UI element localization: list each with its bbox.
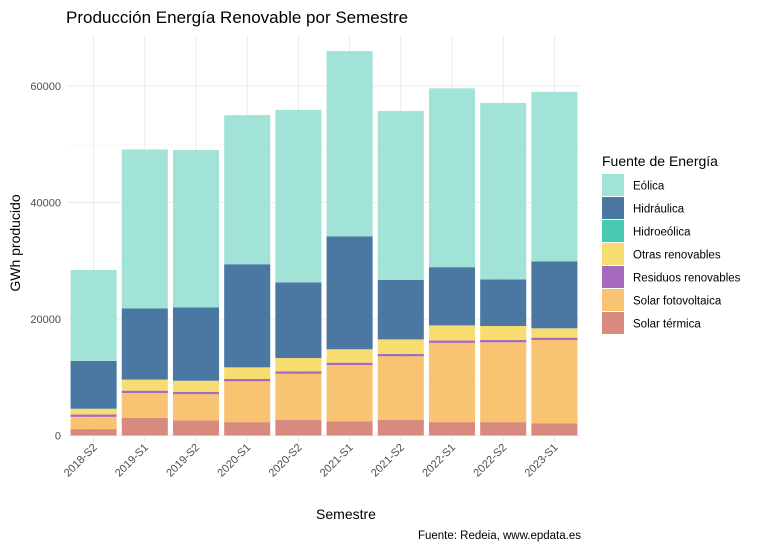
y-tick-label: 60000 (30, 81, 61, 93)
bar-segment (326, 51, 373, 237)
bar-segment (377, 279, 424, 340)
bar-segment (480, 422, 527, 436)
bar-segment (224, 367, 271, 379)
bar-segment (275, 371, 322, 374)
bar-segment (121, 390, 168, 393)
y-tick-label: 20000 (30, 314, 61, 326)
y-axis-title: GWh producido (7, 194, 23, 291)
bar-segment (224, 379, 271, 382)
bar-segment (70, 429, 117, 436)
x-axis-title: Semestre (316, 506, 376, 522)
x-tick-label: 2020-S2 (267, 442, 305, 480)
bar-segment (531, 337, 578, 340)
x-tick-label: 2023-S1 (523, 442, 561, 480)
bar-segment (224, 381, 271, 423)
bar-segment (480, 339, 527, 343)
bar-segment (121, 418, 168, 436)
x-tick-label: 2019-S1 (113, 442, 151, 480)
bar-segment (326, 236, 373, 350)
bar-segment (275, 109, 322, 283)
bar-segment (275, 282, 322, 359)
bar-segment (480, 325, 527, 340)
bar-segment (172, 150, 220, 308)
bar-segment (531, 91, 578, 262)
bar-segment (428, 88, 476, 268)
chart-title: Producción Energía Renovable por Semestr… (66, 8, 408, 27)
bar-segment (326, 365, 373, 422)
bars (70, 51, 578, 436)
legend-swatch (602, 266, 624, 288)
bar-segment (275, 373, 322, 420)
x-tick-label: 2022-S2 (471, 442, 509, 480)
bar-segment (70, 416, 117, 430)
bar-segment (275, 358, 322, 372)
bar-segment (377, 339, 424, 354)
bar-segment (531, 261, 578, 329)
x-tick-label: 2021-S1 (318, 442, 356, 480)
bar-segment (326, 349, 373, 363)
y-tick-label: 0 (55, 431, 61, 443)
bar-segment (326, 362, 373, 366)
bar-segment (70, 360, 117, 409)
legend-label: Residuos renovables (633, 273, 741, 285)
legend-label: Solar térmica (633, 319, 701, 331)
bar-segment (70, 270, 117, 361)
x-tick-label: 2022-S1 (420, 442, 458, 480)
bar-segment (172, 420, 220, 436)
legend-swatch (602, 174, 624, 196)
chart-caption: Fuente: Redeia, www.epdata.es (418, 530, 581, 542)
legend-swatch (602, 289, 624, 311)
legend-title: Fuente de Energía (602, 153, 718, 169)
bar-segment (531, 328, 578, 338)
bar-segment (121, 379, 168, 391)
bar-segment (224, 115, 271, 265)
legend-swatch (602, 243, 624, 265)
legend-label: Eólica (633, 181, 665, 193)
legend-label: Hidroeólica (633, 227, 691, 239)
legend-label: Otras renovables (633, 250, 721, 262)
bar-segment (121, 149, 168, 309)
y-axis-ticks: 0 20000 40000 60000 (30, 81, 61, 443)
bar-segment (480, 102, 527, 280)
bar-segment (428, 422, 476, 436)
bar-segment (121, 392, 168, 419)
bar-segment (172, 391, 220, 395)
bar-segment (70, 408, 117, 415)
bar-segment (428, 267, 476, 326)
x-tick-label: 2019-S2 (164, 442, 202, 480)
bar-segment (70, 414, 117, 417)
legend-label: Hidráulica (633, 204, 685, 216)
legend: Fuente de Energía Eólica Hidráulica Hidroe… (602, 153, 741, 334)
bar-segment (224, 422, 271, 436)
x-tick-label: 2018-S2 (62, 442, 100, 480)
x-tick-label: 2021-S2 (369, 442, 407, 480)
bar-segment (121, 308, 168, 380)
bar-segment (480, 279, 527, 326)
legend-swatch (602, 197, 624, 219)
bar-segment (326, 421, 373, 436)
bar-segment (275, 419, 322, 436)
bar-segment (377, 356, 424, 420)
bar-segment (172, 394, 220, 421)
bar-segment (531, 339, 578, 424)
bar-segment (377, 111, 424, 280)
bar-segment (377, 353, 424, 357)
x-tick-label: 2020-S1 (215, 442, 253, 480)
bar-segment (377, 419, 424, 436)
x-axis-ticks: 2018-S2 2019-S1 2019-S2 2020-S1 2020-S2 2021-… (62, 442, 561, 480)
legend-swatch (602, 312, 624, 334)
bar-segment (172, 380, 220, 392)
bar-segment (531, 423, 578, 436)
y-tick-label: 40000 (30, 198, 61, 210)
bar-segment (480, 342, 527, 423)
bar-segment (428, 342, 476, 423)
bar-segment (428, 340, 476, 343)
bar-segment (172, 307, 220, 381)
bar-segment (224, 264, 271, 368)
bar-segment (428, 325, 476, 341)
legend-swatch (602, 220, 624, 242)
legend-label: Solar fotovoltaica (633, 296, 722, 308)
